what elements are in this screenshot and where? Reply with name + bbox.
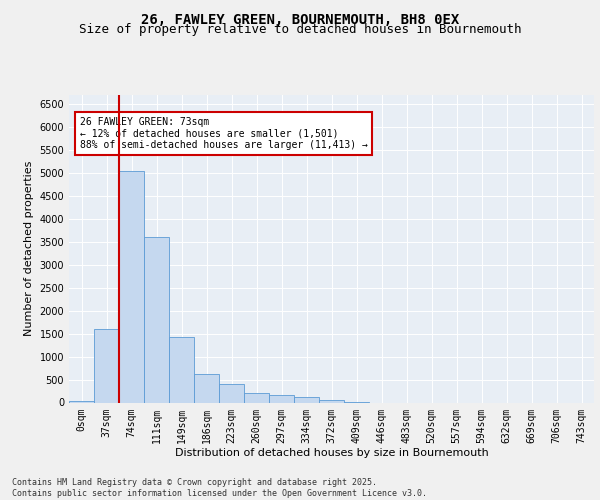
Bar <box>194 374 219 402</box>
Bar <box>119 170 144 402</box>
Bar <box>319 400 344 402</box>
Bar <box>94 329 119 402</box>
Bar <box>144 238 169 402</box>
Text: Contains HM Land Registry data © Crown copyright and database right 2025.
Contai: Contains HM Land Registry data © Crown c… <box>12 478 427 498</box>
Bar <box>244 394 269 402</box>
Text: 26 FAWLEY GREEN: 73sqm
← 12% of detached houses are smaller (1,501)
88% of semi-: 26 FAWLEY GREEN: 73sqm ← 12% of detached… <box>79 116 367 150</box>
Bar <box>169 337 194 402</box>
Bar <box>69 401 94 402</box>
Bar <box>219 384 244 402</box>
Text: 26, FAWLEY GREEN, BOURNEMOUTH, BH8 0EX: 26, FAWLEY GREEN, BOURNEMOUTH, BH8 0EX <box>141 12 459 26</box>
Text: Size of property relative to detached houses in Bournemouth: Size of property relative to detached ho… <box>79 24 521 36</box>
X-axis label: Distribution of detached houses by size in Bournemouth: Distribution of detached houses by size … <box>175 448 488 458</box>
Y-axis label: Number of detached properties: Number of detached properties <box>24 161 34 336</box>
Bar <box>269 394 294 402</box>
Bar <box>294 398 319 402</box>
